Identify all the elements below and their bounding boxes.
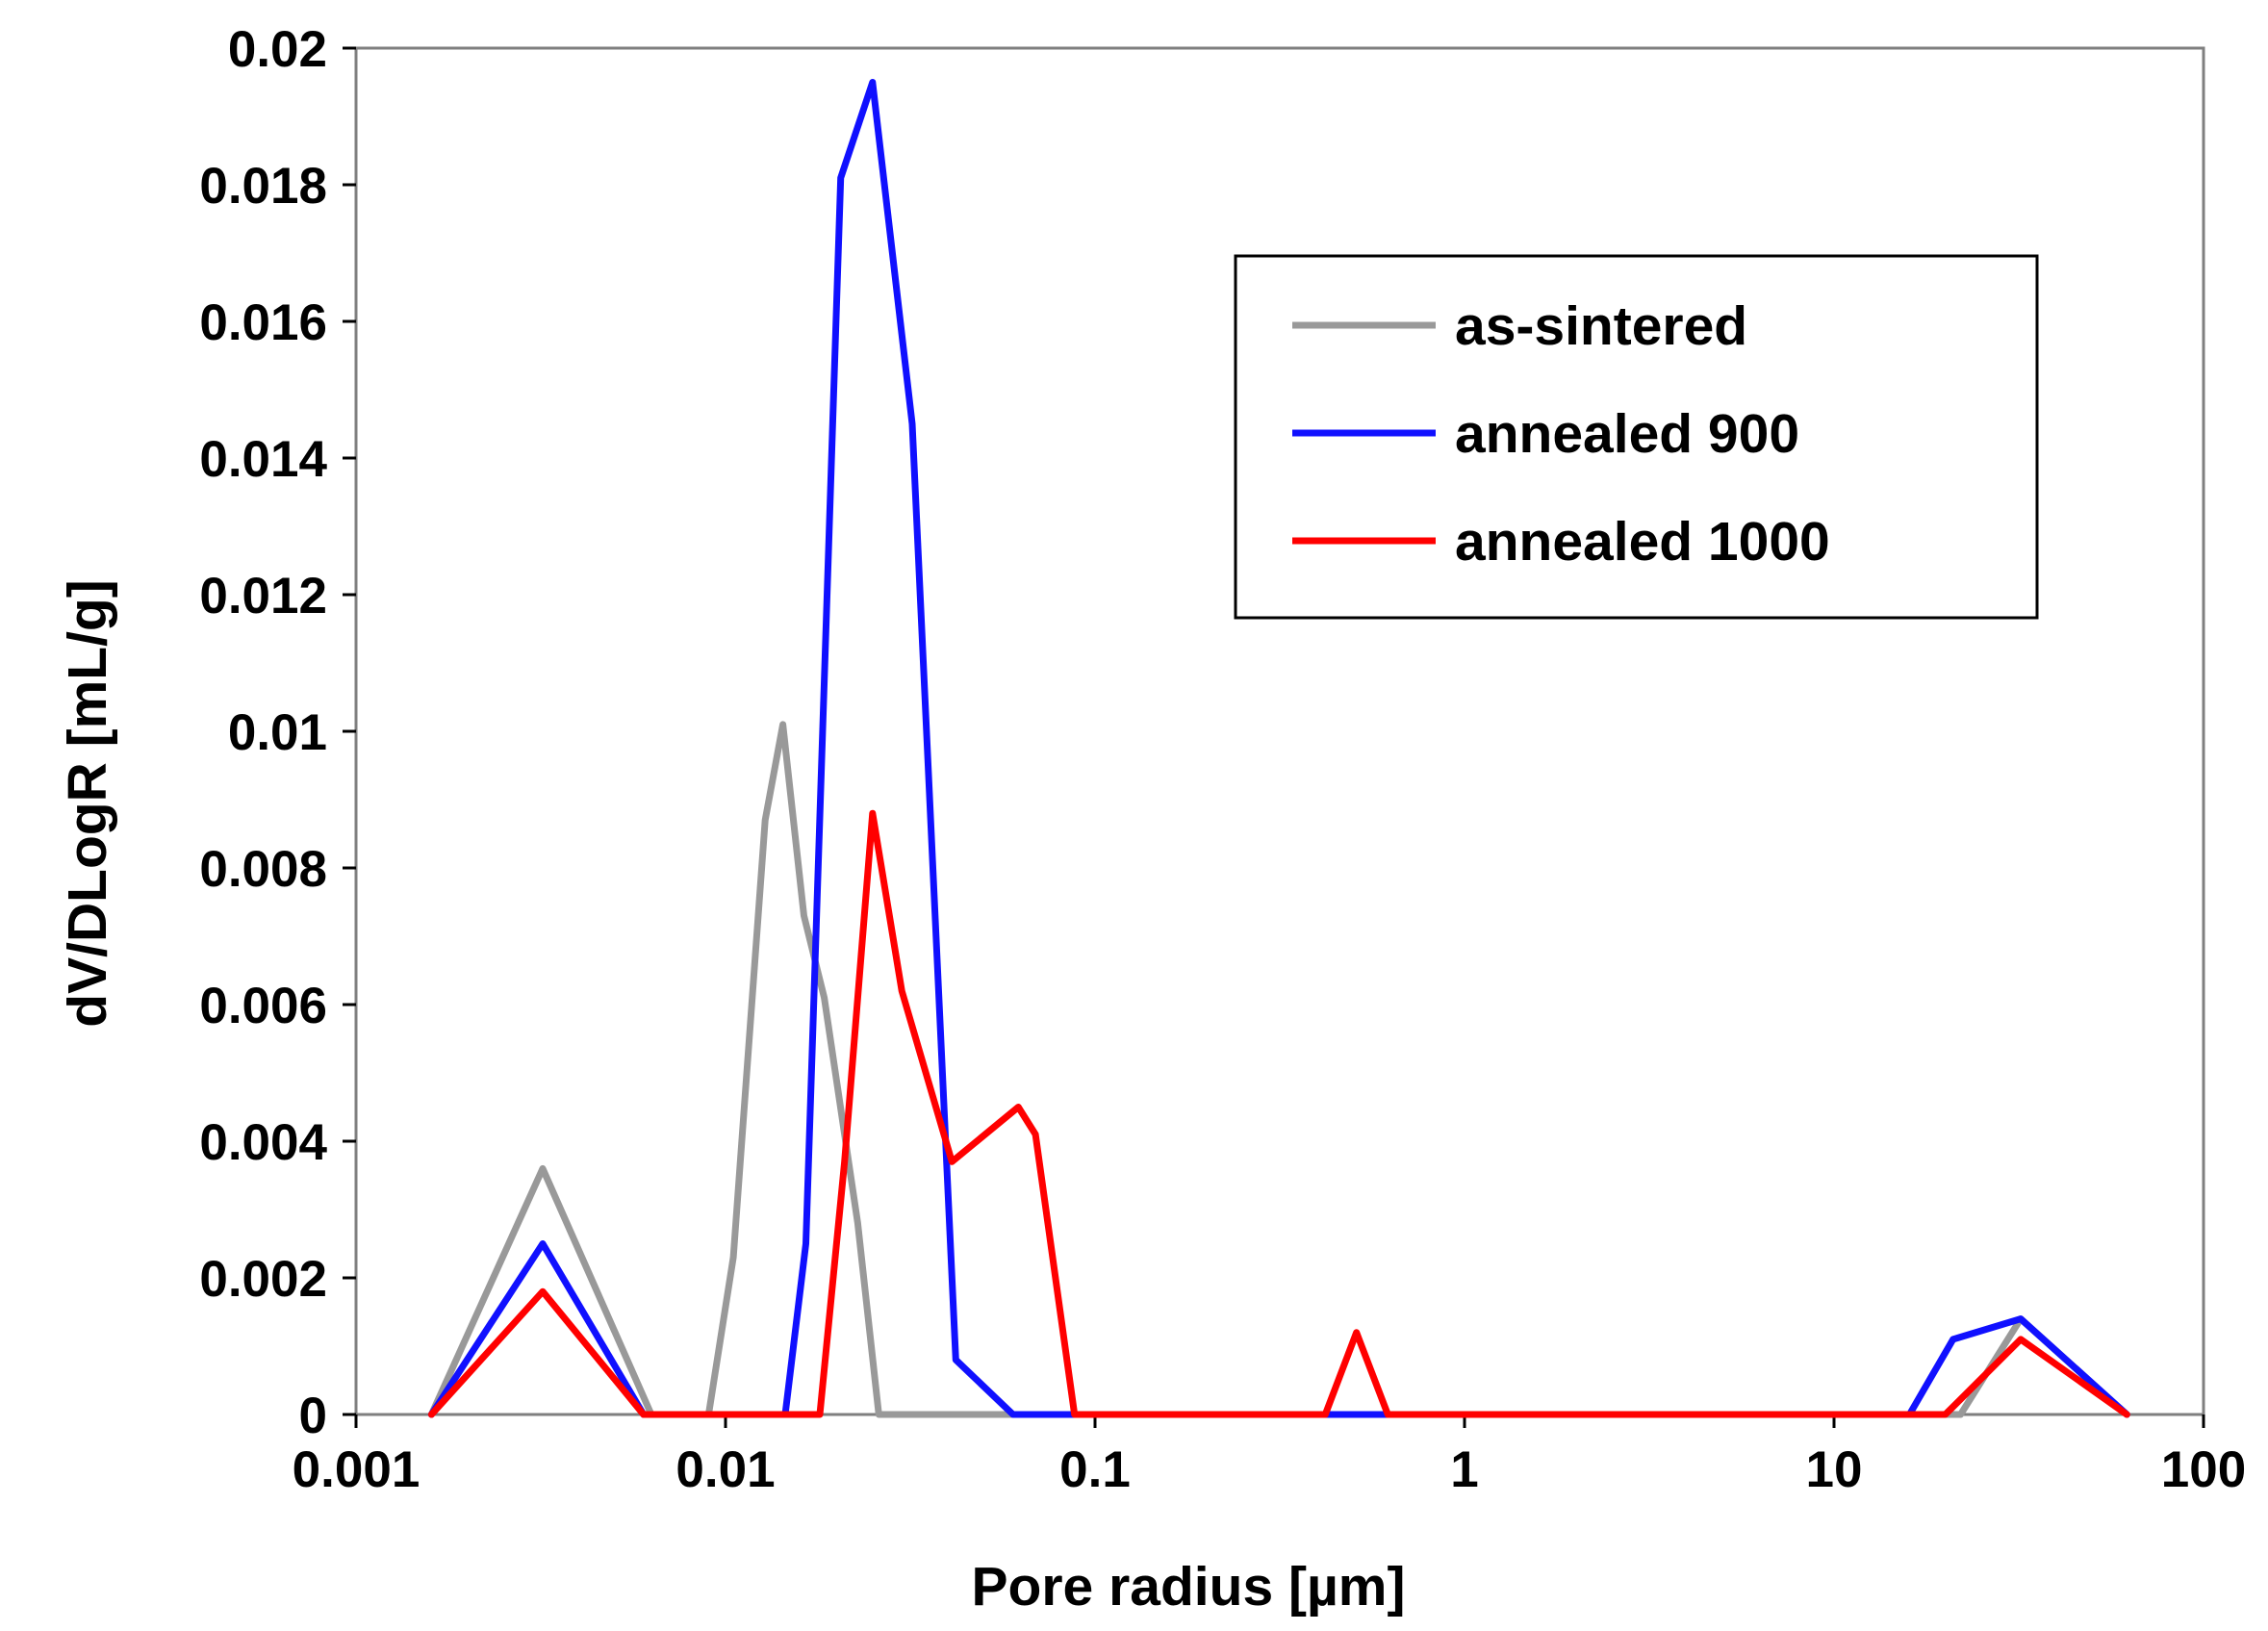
x-axis-title: Pore radius [µm] bbox=[972, 1556, 1406, 1618]
y-tick-label: 0.01 bbox=[228, 704, 327, 761]
y-axis-title: dV/DLogR [mL/g] bbox=[57, 579, 118, 1027]
y-tick-label: 0.014 bbox=[199, 431, 327, 488]
x-tick-label: 100 bbox=[2161, 1441, 2246, 1498]
legend: as-sintered annealed 900 annealed 1000 bbox=[1234, 254, 2039, 620]
y-tick-label: 0.004 bbox=[199, 1114, 327, 1171]
plot-frame bbox=[354, 46, 2205, 1416]
y-tick-label: 0.02 bbox=[228, 21, 327, 78]
y-tick-label: 0.006 bbox=[199, 978, 327, 1034]
y-tick-label: 0.016 bbox=[199, 294, 327, 351]
series-layer bbox=[427, 79, 2130, 1418]
series-line-annealed-1000 bbox=[427, 809, 2130, 1418]
legend-label-annealed-900: annealed 900 bbox=[1455, 403, 1799, 465]
legend-label-as-sintered: as-sintered bbox=[1455, 295, 1747, 357]
y-tick-label: 0 bbox=[299, 1388, 327, 1444]
x-tick-label: 0.1 bbox=[1059, 1441, 1131, 1498]
y-axis: 0 0.002 0.004 0.006 0.008 0.01 0.012 0.014 0.016… bbox=[199, 21, 356, 1444]
y-tick-label: 0.012 bbox=[199, 568, 327, 624]
x-tick-label: 0.001 bbox=[293, 1441, 420, 1498]
y-tick-label: 0.018 bbox=[199, 158, 327, 215]
y-tick-label: 0.008 bbox=[199, 841, 327, 898]
x-tick-label: 10 bbox=[1806, 1441, 1863, 1498]
x-axis: 0.001 0.01 0.1 1 10 100 bbox=[293, 1414, 2246, 1498]
legend-label-annealed-1000: annealed 1000 bbox=[1455, 511, 1830, 573]
x-tick-label: 1 bbox=[1450, 1441, 1478, 1498]
x-tick-label: 0.01 bbox=[675, 1441, 775, 1498]
legend-box bbox=[1234, 254, 2039, 620]
y-tick-label: 0.002 bbox=[199, 1251, 327, 1308]
